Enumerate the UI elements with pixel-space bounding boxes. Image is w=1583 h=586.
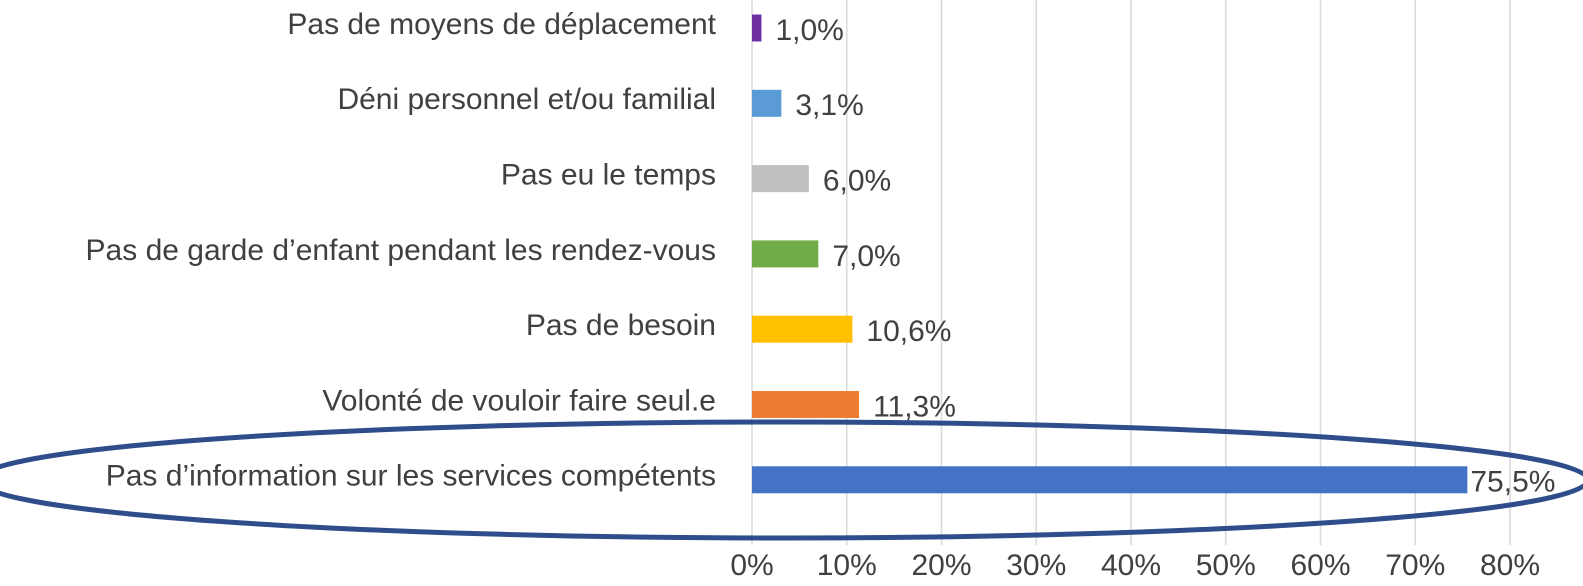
category-label: Pas de moyens de déplacement — [287, 8, 716, 41]
x-tick-label: 50% — [1196, 549, 1256, 582]
plot: 0% 10% 20% 30% 40% 50% 60% 70% 80% Pas de moyens … — [86, 0, 1555, 582]
bar — [752, 315, 853, 343]
category-label: Déni personnel et/ou familial — [337, 83, 716, 116]
x-tick-label: 70% — [1385, 549, 1445, 582]
category-label: Volonté de vouloir faire seul.e — [322, 384, 716, 417]
bar — [752, 165, 809, 193]
x-tick-label: 40% — [1101, 549, 1161, 582]
category-label: Pas de garde d’enfant pendant les rendez… — [86, 234, 716, 267]
bar — [752, 89, 782, 117]
value-label: 7,0% — [832, 240, 900, 273]
bar — [752, 391, 860, 418]
value-label: 3,1% — [795, 89, 863, 122]
value-label: 1,0% — [775, 14, 843, 47]
value-label: 6,0% — [823, 165, 891, 198]
x-tick-label: 10% — [817, 549, 877, 582]
bar — [752, 466, 1468, 494]
category-label: Pas d’information sur les services compé… — [106, 460, 716, 493]
category-label: Pas eu le temps — [501, 159, 716, 192]
x-tick-label: 80% — [1480, 549, 1540, 582]
x-tick-label: 60% — [1290, 549, 1350, 582]
x-tick-label: 20% — [911, 549, 971, 582]
highlight-ellipse — [0, 419, 1583, 541]
category-label: Pas de besoin — [526, 309, 716, 342]
x-tick-label: 0% — [730, 549, 773, 582]
bar — [752, 240, 819, 268]
x-tick-label: 30% — [1006, 549, 1066, 582]
bar — [752, 14, 762, 42]
value-label: 10,6% — [866, 315, 951, 348]
value-label: 11,3% — [873, 390, 956, 423]
value-label: 75,5% — [1470, 466, 1555, 499]
